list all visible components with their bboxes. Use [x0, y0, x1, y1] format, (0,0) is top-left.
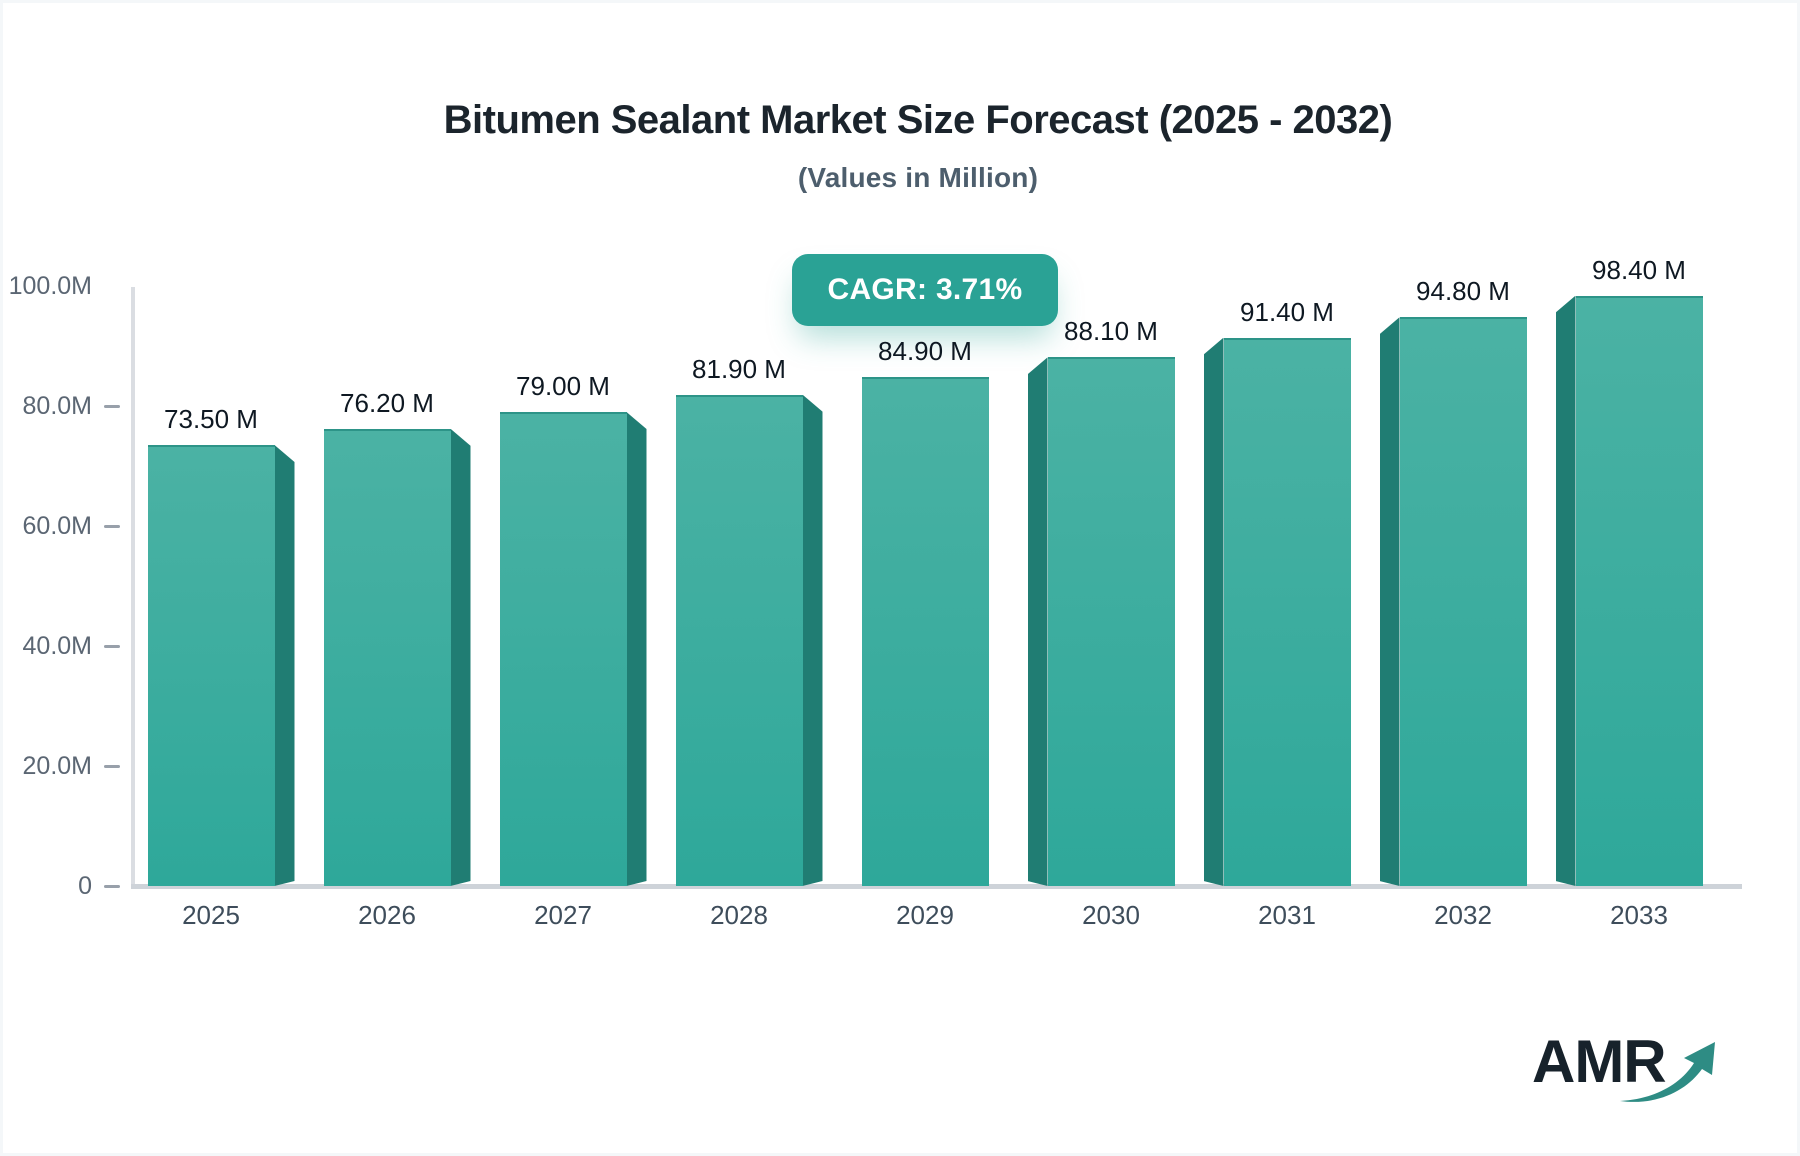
bar-2032[interactable] [1399, 317, 1527, 886]
y-tick-label-60.0M: 60.0M [22, 512, 92, 540]
y-tick-label-40.0M: 40.0M [22, 632, 92, 660]
x-tick-label-2028: 2028 [710, 900, 768, 930]
bar-2032-side-face [1380, 317, 1400, 886]
y-tick-label-80.0M: 80.0M [22, 392, 92, 420]
y-tick-dash [104, 884, 120, 888]
y-tick-dash [104, 644, 120, 648]
bar-2025[interactable] [147, 445, 275, 886]
page-title: Bitumen Sealant Market Size Forecast (20… [443, 98, 1393, 142]
x-tick-label-2029: 2029 [896, 900, 954, 930]
bar-2027-side-face [627, 412, 647, 886]
value-label-2028: 81.90 M [692, 353, 786, 384]
bar-2031[interactable] [1223, 337, 1351, 886]
x-tick-label-2030: 2030 [1082, 900, 1140, 930]
amr-logo-text: AMR [1532, 1028, 1667, 1095]
page-subtitle: (Values in Million) [797, 162, 1039, 193]
value-label-2033: 98.40 M [1592, 254, 1686, 285]
value-label-2026: 76.20 M [340, 387, 434, 418]
bar-2026-side-face [451, 429, 471, 886]
x-tick-label-2026: 2026 [358, 900, 416, 930]
bar-2033-side-face [1556, 296, 1576, 886]
bar-2028-side-face [803, 395, 823, 886]
y-axis-line [131, 287, 135, 886]
y-tick-label-0: 0 [78, 872, 92, 900]
bar-2030-side-face [1028, 357, 1048, 886]
cagr-badge: CAGR: 3.71% [792, 254, 1058, 326]
value-label-2029: 84.90 M [878, 335, 972, 366]
bar-2028[interactable] [675, 394, 803, 886]
y-tick-dash [104, 524, 120, 528]
amr-logo: AMR [1532, 1032, 1732, 1122]
bar-2031-side-face [1204, 338, 1224, 886]
y-tick-dash [104, 764, 120, 768]
bar-2025-side-face [275, 445, 295, 886]
bar-2029[interactable] [861, 376, 989, 886]
x-axis-baseline [131, 884, 1742, 889]
trend-up-arrow-icon [1620, 1042, 1715, 1102]
bar-2030[interactable] [1047, 357, 1175, 886]
y-tick-label-100.0M: 100.0M [8, 272, 92, 300]
cagr-badge-label: CAGR: 3.71% [827, 273, 1023, 306]
x-tick-label-2032: 2032 [1434, 900, 1492, 930]
x-tick-label-2025: 2025 [182, 900, 240, 930]
value-label-2025: 73.50 M [164, 404, 258, 434]
chart-header: Bitumen Sealant Market Size Forecast (20… [18, 96, 1800, 194]
bar-2026[interactable] [323, 428, 451, 886]
value-label-2032: 94.80 M [1416, 276, 1510, 307]
value-label-2030: 88.10 M [1064, 316, 1158, 347]
bar-2033[interactable] [1575, 295, 1703, 886]
y-tick-dash [104, 404, 120, 408]
x-tick-label-2027: 2027 [534, 900, 592, 930]
x-tick-label-2031: 2031 [1258, 900, 1316, 930]
y-tick-label-20.0M: 20.0M [22, 752, 92, 780]
x-tick-label-2033: 2033 [1610, 900, 1668, 930]
value-label-2027: 79.00 M [516, 371, 610, 401]
value-label-2031: 91.40 M [1240, 296, 1334, 327]
bar-2027[interactable] [499, 412, 627, 886]
